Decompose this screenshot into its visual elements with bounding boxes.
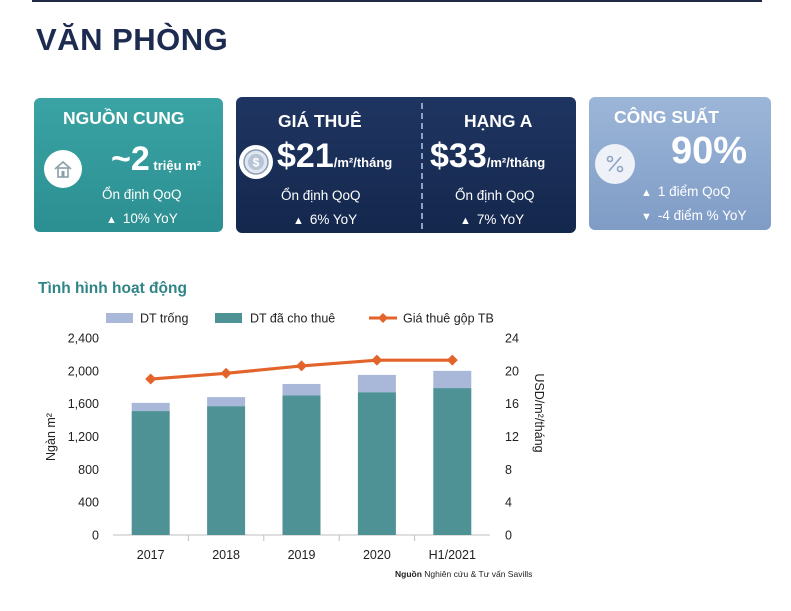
supply-yoy-row: ▲ 10% YoY: [106, 211, 178, 226]
y2-tick-label: 12: [505, 430, 519, 444]
grade-a-title: HẠNG A: [464, 111, 533, 131]
rent-point: [145, 373, 157, 385]
supply-qoq: Ổn định QoQ: [102, 187, 182, 202]
rent-yoy: 6% YoY: [309, 212, 358, 227]
y-tick-label: 800: [78, 463, 99, 477]
supply-value-group: ~2 triệu m²: [111, 140, 201, 179]
grade-a-value-group: $33/m²/tháng: [430, 137, 545, 176]
chart-heading: Tình hình hoạt động: [38, 280, 187, 297]
grade-a-qoq: Ổn định QoQ: [455, 188, 535, 203]
arrow-up-icon: ▲: [641, 187, 652, 199]
y2-tick-label: 4: [505, 496, 512, 510]
source-label: Nguồn: [395, 569, 422, 579]
bar-leased: [357, 392, 396, 535]
occupancy-qoq: 1 điểm QoQ: [657, 184, 731, 199]
chart-axes: 0 400 800 1,200 1,600 2,000 2,400 0 4 8 12 16 20 24 20…: [44, 332, 546, 563]
y2-tick-label: 20: [505, 364, 519, 378]
chart-bars: [131, 370, 472, 535]
x-tick-label: 2020: [363, 548, 391, 562]
rent-point: [446, 354, 458, 366]
bar-vacant: [282, 383, 321, 396]
supply-card: NGUỒN CUNG ~2 triệu m² Ổn định QoQ ▲ 10% …: [34, 98, 223, 232]
source-note: Nguồn Nghiên cứu & Tư vấn Savills: [395, 569, 532, 579]
supply-yoy: 10% YoY: [122, 211, 178, 226]
legend-swatch-vacant: [106, 313, 133, 323]
bar-leased: [207, 406, 246, 535]
legend-marker-rent: [378, 313, 388, 323]
occupancy-yoy-row: ▼ -4 điểm % YoY: [641, 208, 746, 223]
grade-a-yoy-row: ▲ 7% YoY: [460, 212, 524, 227]
rent-point: [296, 360, 307, 372]
legend-label-leased: DT đã cho thuê: [250, 312, 335, 326]
page-title: VĂN PHÒNG: [36, 22, 229, 57]
occupancy-yoy: -4 điểm % YoY: [657, 208, 747, 223]
rent-yoy-row: ▲ 6% YoY: [293, 212, 357, 227]
x-tick-label: 2018: [212, 548, 240, 562]
percent-icon: [595, 144, 635, 184]
rent-value: $21: [277, 137, 334, 175]
bar-leased: [131, 411, 170, 535]
occupancy-card: CÔNG SUẤT 90% ▲ 1 điểm QoQ ▼ -4 điểm % YoY: [589, 97, 771, 230]
svg-text:$: $: [253, 156, 260, 170]
y-tick-label: 2,000: [68, 364, 99, 378]
y-tick-label: 2,400: [68, 332, 99, 346]
grade-a-value: $33: [430, 137, 487, 175]
arrow-up-icon: ▲: [106, 214, 117, 226]
x-tick-label: 2017: [137, 548, 165, 562]
rent-card: GIÁ THUÊ $ $21/m²/tháng Ổn định QoQ ▲ 6% …: [236, 97, 576, 233]
x-tick-label: H1/2021: [429, 548, 476, 562]
source-text: Nghiên cứu & Tư vấn Savills: [424, 569, 533, 579]
y-tick-label: 400: [78, 496, 99, 510]
rent-unit: /m²/tháng: [333, 155, 393, 170]
y-tick-label: 1,600: [68, 397, 99, 411]
y2-tick-label: 8: [505, 463, 512, 477]
legend-swatch-leased: [215, 313, 242, 323]
rent-point: [220, 367, 232, 379]
rent-title: GIÁ THUÊ: [278, 111, 362, 131]
supply-unit: triệu m²: [149, 158, 202, 173]
occupancy-title: CÔNG SUẤT: [614, 107, 719, 127]
grade-a-unit: /m²/tháng: [486, 155, 546, 170]
y2-tick-label: 24: [505, 332, 519, 346]
house-icon: [44, 150, 82, 188]
rent-value-group: $21/m²/tháng: [277, 137, 392, 176]
y-axis-title: Ngàn m²: [44, 413, 58, 461]
top-rule: [32, 0, 762, 2]
y-tick-label: 0: [92, 529, 99, 543]
legend-label-vacant: DT trống: [140, 312, 188, 326]
supply-value: ~2: [111, 140, 150, 178]
bar-vacant: [433, 370, 472, 389]
arrow-down-icon: ▼: [641, 211, 652, 223]
chart-legend: DT trống DT đã cho thuê Giá thuê gộp TB: [106, 312, 494, 326]
grade-a-yoy: 7% YoY: [476, 212, 525, 227]
arrow-up-icon: ▲: [460, 215, 471, 227]
y2-axis-title: USD/m²/tháng: [532, 373, 546, 452]
legend-label-rent: Giá thuê gộp TB: [403, 312, 494, 326]
supply-title: NGUỒN CUNG: [63, 108, 185, 128]
y2-tick-label: 16: [505, 397, 519, 411]
bar-vacant: [207, 397, 246, 407]
y-tick-label: 1,200: [68, 430, 99, 444]
rent-qoq: Ổn định QoQ: [281, 188, 361, 203]
arrow-up-icon: ▲: [293, 215, 304, 227]
occupancy-qoq-row: ▲ 1 điểm QoQ: [641, 184, 731, 199]
x-tick-label: 2019: [288, 548, 316, 562]
bar-vacant: [131, 402, 170, 412]
bar-vacant: [357, 374, 396, 393]
chart-line: [145, 354, 458, 385]
card-divider: [421, 103, 423, 229]
y2-tick-label: 0: [505, 529, 512, 543]
coin-icon: $: [239, 145, 273, 179]
bar-leased: [433, 388, 472, 535]
occupancy-value: 90%: [671, 130, 748, 172]
bar-leased: [282, 395, 321, 535]
rent-point: [371, 354, 383, 366]
